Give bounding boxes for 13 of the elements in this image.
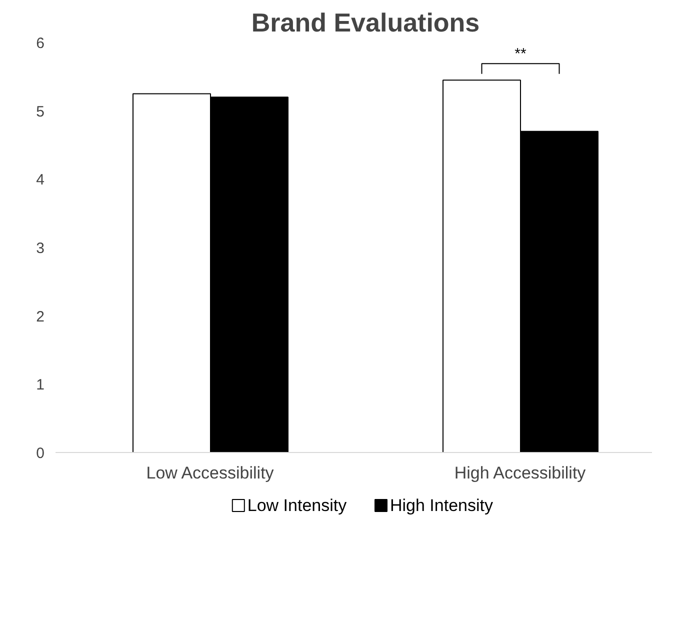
- y-tick-label: 1: [36, 376, 44, 394]
- legend-label: High Intensity: [390, 496, 494, 515]
- y-tick-label: 0: [36, 445, 44, 462]
- y-tick-label: 3: [36, 240, 44, 257]
- y-tick-label: 2: [36, 308, 44, 326]
- y-tick-label: 4: [36, 172, 44, 189]
- y-tick-label: 5: [36, 103, 44, 120]
- y-tick-label: 6: [36, 35, 44, 52]
- x-tick-label: Low Accessibility: [146, 464, 274, 482]
- x-tick-label: High Accessibility: [454, 464, 586, 482]
- annotation: **: [514, 46, 526, 63]
- legend-label: Low Intensity: [247, 496, 348, 515]
- chart-title: Brand Evaluations: [251, 8, 480, 38]
